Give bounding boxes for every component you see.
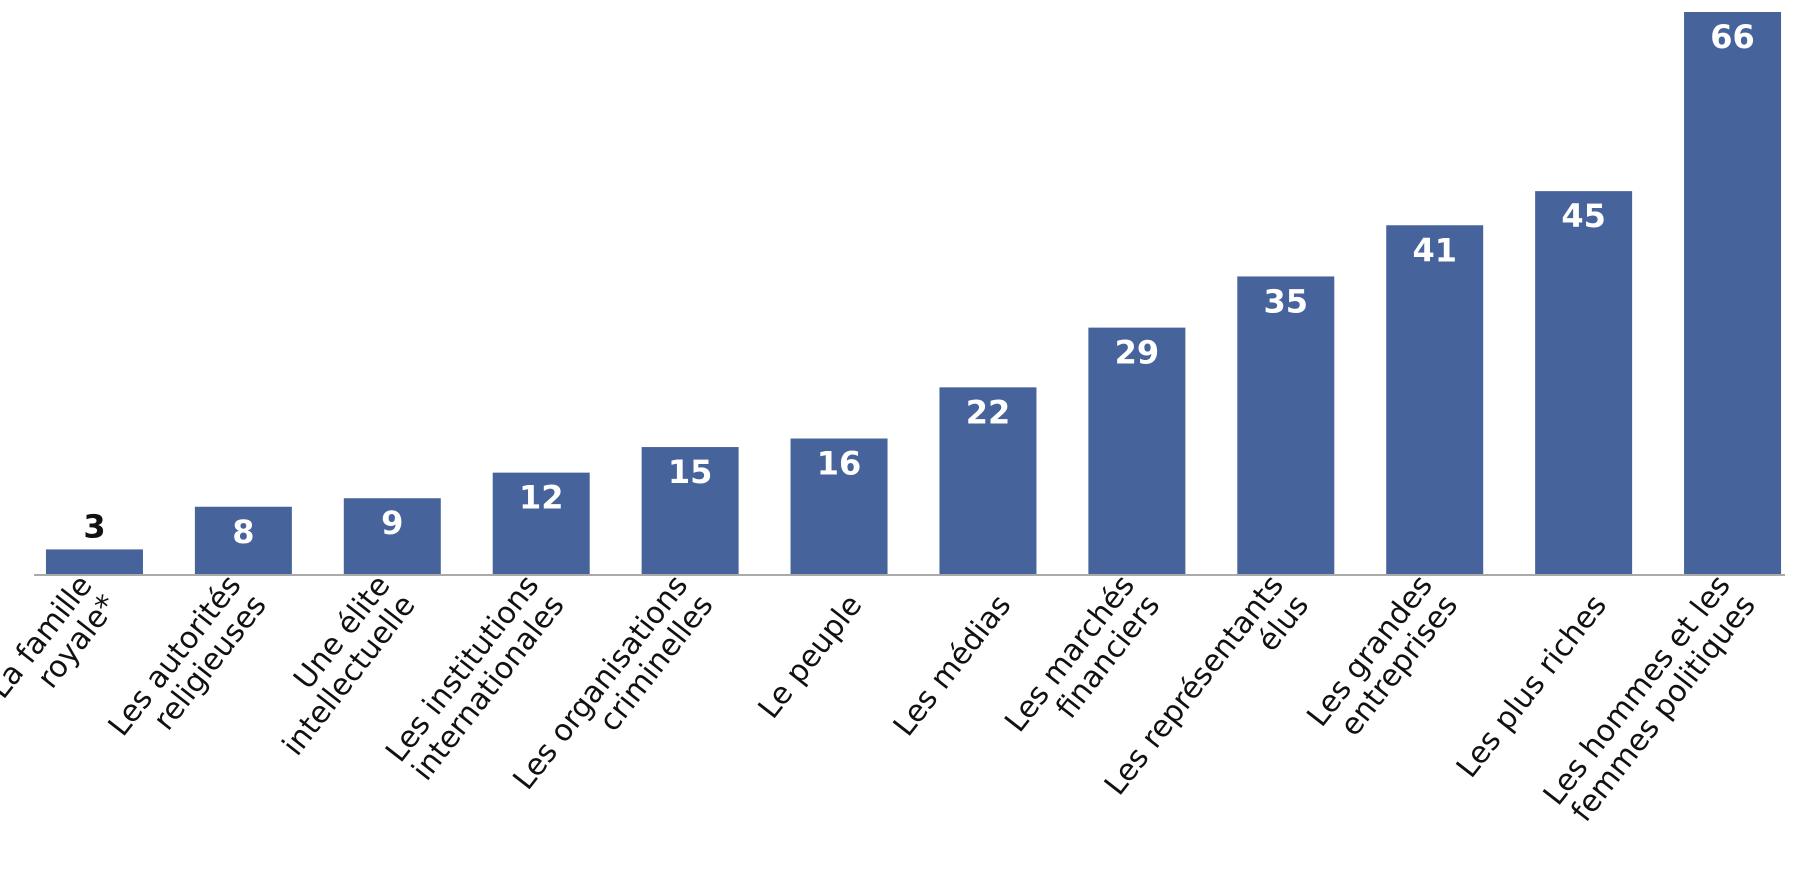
value-label: 35 — [1264, 282, 1309, 320]
value-label: 41 — [1412, 231, 1457, 269]
value-label: 12 — [519, 479, 564, 517]
x-tick-label: Le peuple — [752, 588, 870, 725]
value-label: 15 — [668, 453, 713, 491]
x-tick-label-group: Les médias — [887, 588, 1019, 743]
x-tick-label: Les hommes et les — [1537, 569, 1738, 812]
bar — [492, 472, 590, 575]
value-label: 8 — [232, 513, 254, 551]
bar — [1088, 327, 1186, 575]
value-label: 29 — [1115, 334, 1160, 372]
bar — [1386, 225, 1484, 575]
value-label: 45 — [1561, 197, 1606, 235]
x-tick-label-group: Le peuple — [752, 588, 870, 725]
bar — [641, 447, 739, 575]
bar — [790, 438, 888, 575]
bar — [1237, 276, 1335, 575]
value-label: 3 — [83, 507, 105, 545]
value-label: 9 — [381, 504, 403, 542]
value-label: 16 — [817, 445, 862, 483]
bar — [194, 506, 292, 575]
bar — [939, 387, 1037, 575]
x-tick-label: Les médias — [887, 588, 1019, 743]
bar — [343, 498, 441, 575]
value-label: 66 — [1710, 18, 1755, 56]
bar — [1535, 191, 1633, 576]
value-label: 22 — [966, 393, 1011, 431]
bar — [1684, 12, 1782, 575]
bar — [45, 549, 143, 575]
